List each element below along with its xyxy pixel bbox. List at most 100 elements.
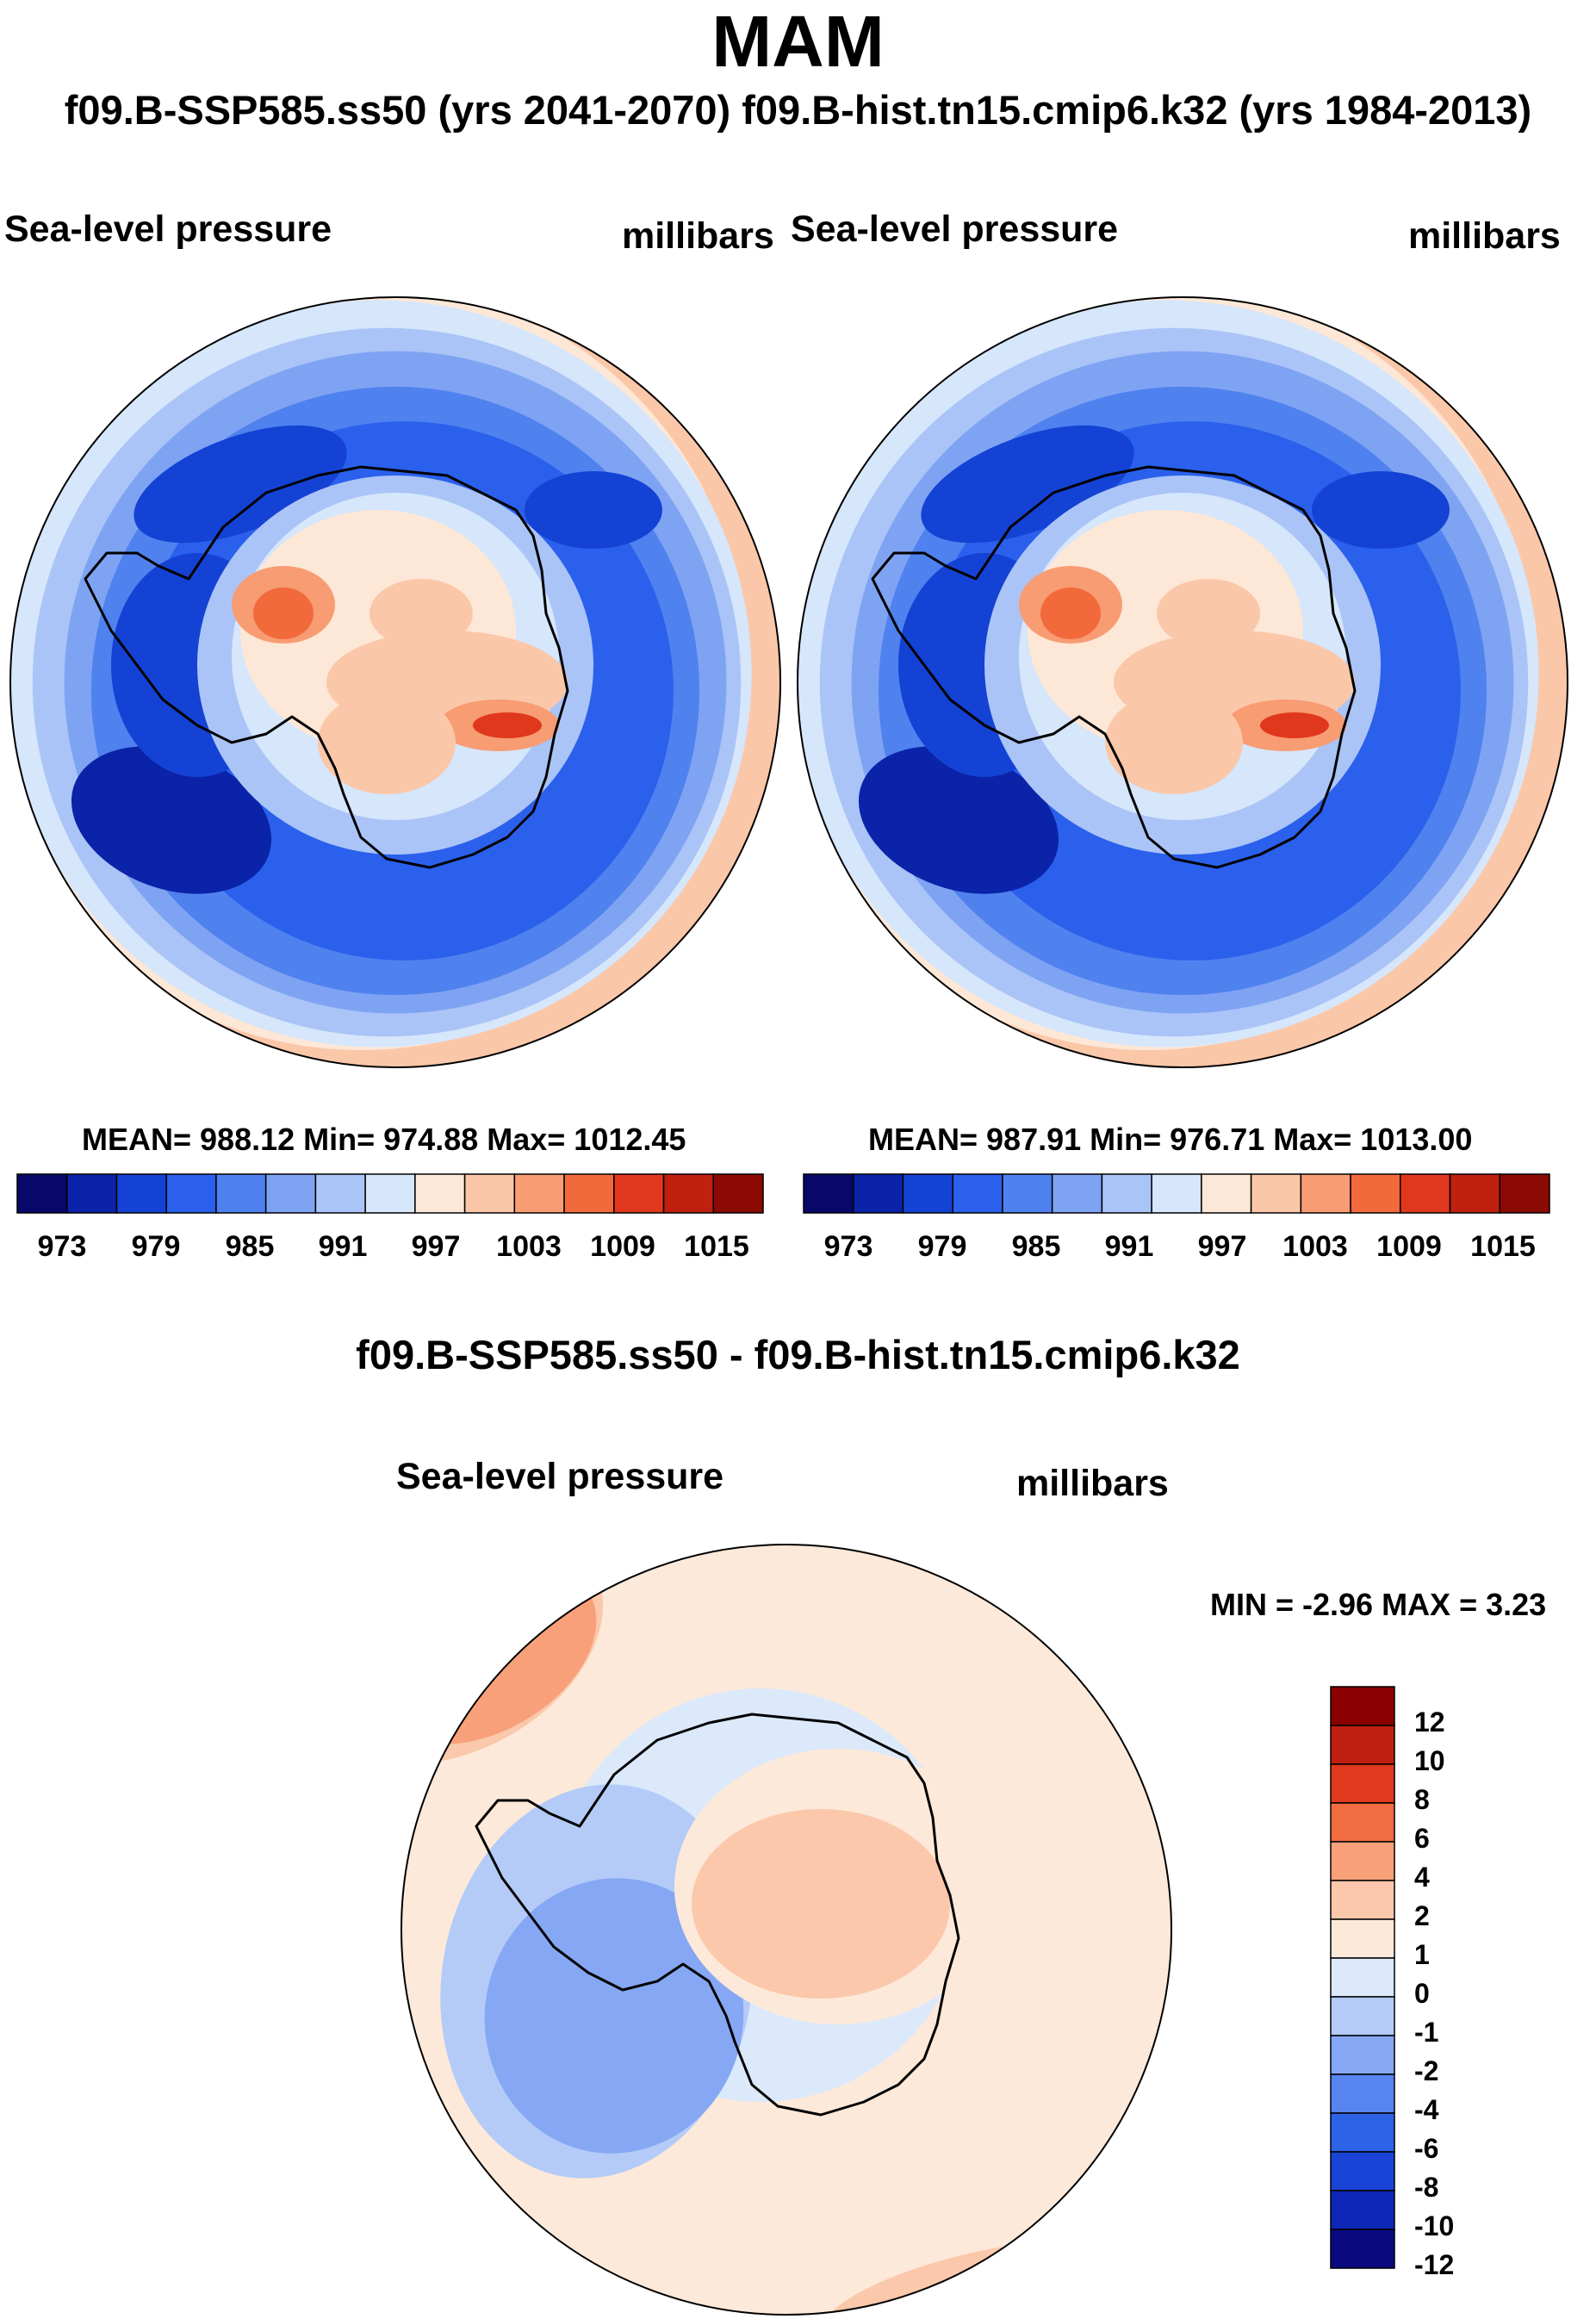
cb2-tick: 985 bbox=[1011, 1230, 1061, 1263]
map-panel-2 bbox=[798, 297, 1568, 1067]
panel2-stats: MEAN= 987.91 Min= 976.71 Max= 1013.00 bbox=[868, 1122, 1473, 1157]
cb2-tick: 1015 bbox=[1470, 1230, 1536, 1263]
panel2-variable-label: Sea-level pressure bbox=[791, 208, 1119, 250]
cb1-tick: 1003 bbox=[496, 1230, 562, 1263]
contour-region bbox=[1312, 471, 1450, 549]
colorbar-swatch bbox=[852, 1173, 904, 1214]
cb3-tick: -12 bbox=[1414, 2249, 1455, 2280]
colorbar-diff bbox=[1330, 1686, 1395, 2269]
cb2-tick: 991 bbox=[1104, 1230, 1154, 1263]
cb3-tick: -2 bbox=[1414, 2055, 1439, 2086]
colorbar-swatch bbox=[513, 1173, 565, 1214]
cb1-tick: 997 bbox=[411, 1230, 461, 1263]
contour-region bbox=[71, 746, 272, 894]
contour-region bbox=[858, 746, 1059, 894]
colorbar-swatch bbox=[1499, 1173, 1550, 1214]
diff-stats: MIN = -2.96 MAX = 3.23 bbox=[1210, 1587, 1547, 1622]
colorbar-swatch bbox=[1330, 1802, 1395, 1843]
cb3-tick: 12 bbox=[1414, 1707, 1445, 1738]
colorbar-swatch bbox=[1330, 1918, 1395, 1959]
cb1-tick: 1009 bbox=[590, 1230, 655, 1263]
colorbar-swatch bbox=[902, 1173, 953, 1214]
colorbar-swatch bbox=[165, 1173, 217, 1214]
contour-region bbox=[921, 425, 1134, 544]
colorbar-swatch bbox=[1330, 1880, 1395, 1920]
cb1-tick: 1015 bbox=[684, 1230, 749, 1263]
colorbar-swatch bbox=[215, 1173, 267, 1214]
colorbar-swatch bbox=[613, 1173, 665, 1214]
colorbar-swatch bbox=[1330, 2151, 1395, 2192]
colorbar-swatch bbox=[1350, 1173, 1401, 1214]
colorbar-swatch bbox=[1002, 1173, 1053, 1214]
colorbar-swatch bbox=[1330, 1841, 1395, 1881]
colorbar-swatch bbox=[1051, 1173, 1103, 1214]
contour-region bbox=[1105, 691, 1243, 794]
cb2-tick: 1003 bbox=[1282, 1230, 1348, 1263]
contour-region bbox=[692, 1809, 950, 1999]
cb3-tick: -6 bbox=[1414, 2133, 1439, 2164]
colorbar-swatch bbox=[952, 1173, 1003, 1214]
cb3-tick: 1 bbox=[1414, 1939, 1430, 1970]
colorbar-swatch bbox=[712, 1173, 764, 1214]
cb1-tick: 985 bbox=[225, 1230, 275, 1263]
colorbar-swatch bbox=[1330, 1763, 1395, 1804]
cb3-tick: 10 bbox=[1414, 1745, 1445, 1776]
map2-border bbox=[797, 296, 1568, 1068]
colorbar-swatch bbox=[662, 1173, 715, 1214]
colorbar-swatch bbox=[1330, 1725, 1395, 1765]
colorbar-swatch bbox=[1101, 1173, 1152, 1214]
colorbar-swatch bbox=[1201, 1173, 1252, 1214]
contour-region bbox=[1040, 588, 1101, 639]
colorbar-swatch bbox=[115, 1173, 167, 1214]
cb3-tick: 0 bbox=[1414, 1978, 1430, 2009]
contour-region bbox=[134, 425, 347, 544]
colorbar-swatch bbox=[1330, 2035, 1395, 2075]
map3-border bbox=[401, 1544, 1172, 2316]
colorbar-swatch bbox=[65, 1173, 118, 1214]
cb3-tick: 8 bbox=[1414, 1784, 1430, 1815]
cb3-tick: -10 bbox=[1414, 2210, 1455, 2241]
cb3-tick: 6 bbox=[1414, 1823, 1430, 1854]
cb1-tick: 973 bbox=[37, 1230, 87, 1263]
cb1-tick: 991 bbox=[318, 1230, 368, 1263]
colorbar-swatch bbox=[314, 1173, 366, 1214]
cb3-tick: 4 bbox=[1414, 1862, 1430, 1893]
colorbar-swatch bbox=[1250, 1173, 1302, 1214]
panel2-units-label: millibars bbox=[1408, 215, 1561, 257]
contour-region bbox=[253, 588, 314, 639]
panel1-variable-label: Sea-level pressure bbox=[4, 208, 332, 250]
contour-region bbox=[401, 2188, 1148, 2291]
colorbar-swatch bbox=[1330, 2190, 1395, 2230]
colorbar-swatch bbox=[1330, 2112, 1395, 2153]
contour-region bbox=[525, 471, 662, 549]
colorbar-swatch bbox=[16, 1173, 68, 1214]
colorbar-swatch bbox=[264, 1173, 317, 1214]
colorbar-swatch bbox=[563, 1173, 615, 1214]
diff-variable-label: Sea-level pressure bbox=[396, 1456, 724, 1497]
cb3-tick: -4 bbox=[1414, 2094, 1439, 2125]
cb2-tick: 1009 bbox=[1376, 1230, 1442, 1263]
colorbar-swatch bbox=[1330, 1957, 1395, 1998]
antarctica-coastline bbox=[84, 465, 569, 869]
map-panel-diff bbox=[401, 1545, 1171, 2315]
colorbar-swatch bbox=[463, 1173, 516, 1214]
panel1-units-label: millibars bbox=[622, 215, 774, 257]
colorbar-swatch bbox=[1151, 1173, 1202, 1214]
colorbar-swatch bbox=[1400, 1173, 1451, 1214]
contour-region bbox=[484, 1878, 744, 2154]
colorbar-swatch bbox=[1300, 1173, 1351, 1214]
diff-units-label: millibars bbox=[1016, 1463, 1169, 1504]
cb2-tick: 997 bbox=[1197, 1230, 1247, 1263]
map-panel-1 bbox=[10, 297, 780, 1067]
colorbar-swatch bbox=[1330, 2073, 1395, 2114]
cb2-tick: 979 bbox=[917, 1230, 967, 1263]
main-title: MAM bbox=[711, 1, 885, 82]
colorbar-panel-2 bbox=[803, 1173, 1550, 1214]
subtitle: f09.B-SSP585.ss50 (yrs 2041-2070) f09.B-… bbox=[64, 87, 1532, 133]
antarctica-coastline bbox=[475, 1713, 960, 2117]
contour-region bbox=[318, 691, 456, 794]
colorbar-swatch bbox=[1449, 1173, 1501, 1214]
contour-region bbox=[473, 712, 542, 738]
cb3-tick: 2 bbox=[1414, 1900, 1430, 1931]
